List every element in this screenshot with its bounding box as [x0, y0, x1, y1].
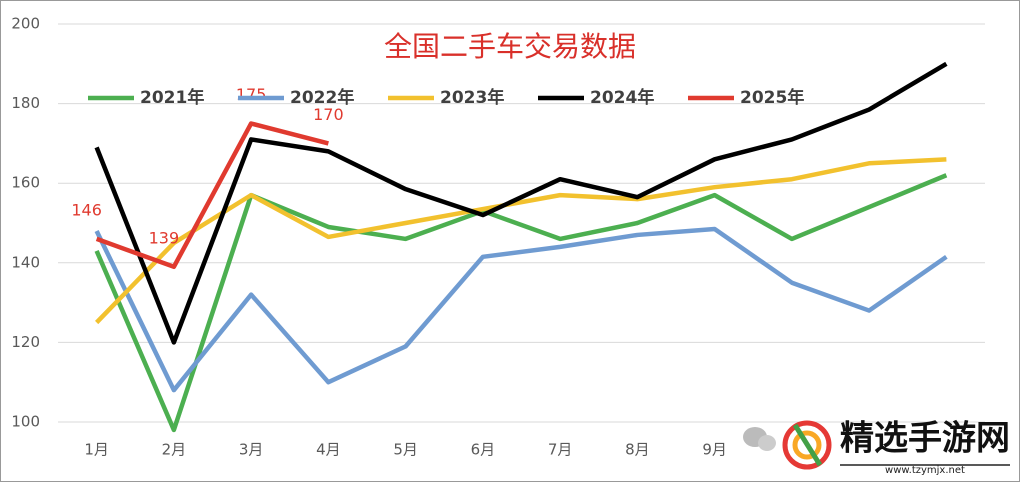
y-tick-label: 100 — [11, 413, 40, 431]
data-label: 139 — [149, 228, 180, 247]
wechat-icon — [758, 435, 776, 451]
data-label: 146 — [71, 200, 102, 219]
grid: 100 120 140 160 180 200 1月 2月 3月 4月 5月 6月 7月 8月 9月 — [11, 15, 985, 459]
x-tick-label: 7月 — [548, 441, 573, 459]
x-tick-label: 5月 — [393, 441, 418, 459]
series-line — [94, 226, 948, 393]
series-line — [95, 121, 329, 270]
x-tick-label: 3月 — [239, 441, 264, 459]
legend-label: 2024年 — [590, 87, 654, 108]
x-tick-label: 1月 — [84, 441, 109, 459]
legend-label: 2023年 — [440, 87, 504, 108]
x-tick-label: 9月 — [702, 441, 727, 459]
chart-title: 全国二手车交易数据 — [384, 30, 636, 63]
data-label: 175 — [236, 85, 267, 104]
watermark-text: 精选手游网 — [840, 419, 1010, 459]
x-tick-label: 8月 — [625, 441, 650, 459]
y-tick-label: 160 — [11, 174, 40, 192]
x-tick-label: 4月 — [316, 441, 341, 459]
y-tick-label: 140 — [11, 253, 40, 271]
watermark: 精选手游网 www.tzymjx.net — [743, 419, 1010, 476]
y-tick-label: 120 — [11, 333, 40, 351]
data-label: 170 — [313, 105, 344, 124]
logo — [782, 420, 832, 470]
y-tick-label: 180 — [11, 94, 40, 112]
logo — [792, 430, 822, 460]
watermark-url: www.tzymjx.net — [885, 465, 965, 476]
legend-label: 2022年 — [290, 87, 354, 108]
x-tick-label: 6月 — [471, 441, 496, 459]
y-tick-label: 200 — [11, 15, 40, 33]
legend: 2021年 2022年 2023年 2024年 2025年 — [88, 87, 804, 108]
x-tick-label: 2月 — [162, 441, 187, 459]
series-line — [94, 173, 948, 433]
series-line — [94, 61, 948, 345]
legend-label: 2021年 — [140, 87, 204, 108]
series-line — [95, 157, 947, 325]
logo — [792, 423, 823, 467]
legend-label: 2025年 — [740, 87, 804, 108]
